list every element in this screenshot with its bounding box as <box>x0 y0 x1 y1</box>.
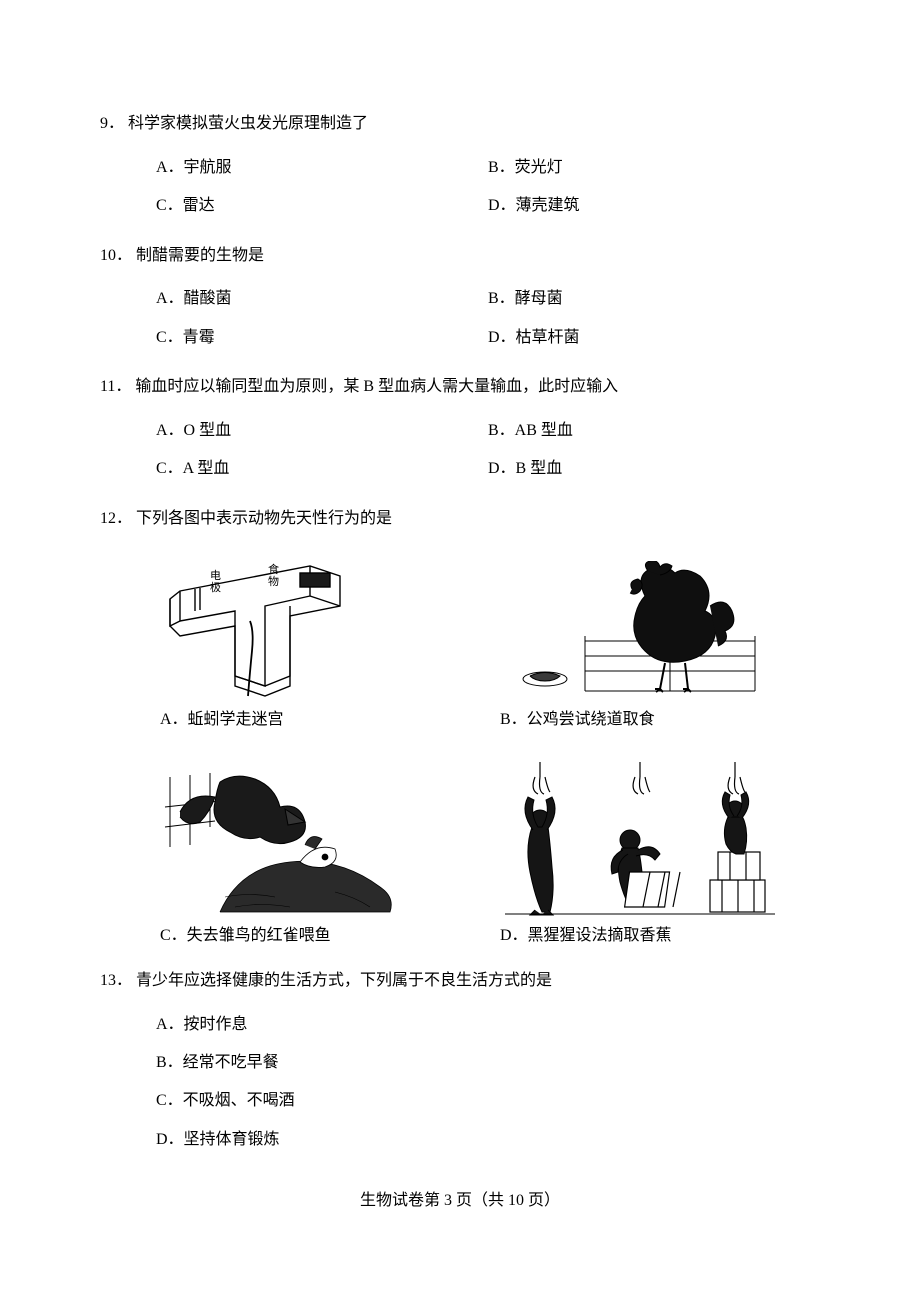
rooster-icon <box>500 561 760 701</box>
options: A．醋酸菌 B．酵母菌 C．青霉 D．枯草杆菌 <box>100 280 820 357</box>
question-9: 9． 科学家模拟萤火虫发光原理制造了 A．宇航服 B．荧光灯 C．雷达 D．薄壳… <box>100 110 820 226</box>
option-a-label: A．蚯蚓学走迷宫 <box>140 707 480 733</box>
maze-image: 电 极 食 物 <box>140 546 480 701</box>
option-c-label: C．失去雏鸟的红雀喂鱼 <box>140 923 480 949</box>
question-stem: 10． 制醋需要的生物是 <box>100 242 820 271</box>
option-c: C．青霉 <box>156 319 488 357</box>
question-number: 13． <box>100 972 132 989</box>
option-b: B．酵母菌 <box>488 280 820 318</box>
option-d: D．坚持体育锻炼 <box>156 1121 820 1159</box>
question-stem: 9． 科学家模拟萤火虫发光原理制造了 <box>100 110 820 139</box>
chimp-icon <box>500 762 780 917</box>
question-13: 13． 青少年应选择健康的生活方式，下列属于不良生活方式的是 A．按时作息 B．… <box>100 967 820 1159</box>
option-a: A．宇航服 <box>156 149 488 187</box>
option-b: B．AB 型血 <box>488 412 820 450</box>
option-d-label: D．黑猩猩设法摘取香蕉 <box>480 923 820 949</box>
option-d: D．薄壳建筑 <box>488 187 820 225</box>
option-b: B．荧光灯 <box>488 149 820 187</box>
question-10: 10． 制醋需要的生物是 A．醋酸菌 B．酵母菌 C．青霉 D．枯草杆菌 <box>100 242 820 358</box>
option-a-cell: 电 极 食 物 A．蚯蚓学走迷宫 <box>140 546 480 733</box>
option-c: C．雷达 <box>156 187 488 225</box>
option-b-cell: B．公鸡尝试绕道取食 <box>480 546 820 733</box>
option-d-cell: D．黑猩猩设法摘取香蕉 <box>480 762 820 949</box>
option-a: A．O 型血 <box>156 412 488 450</box>
maze-label-l2: 极 <box>210 580 221 594</box>
question-11: 11． 输血时应以输同型血为原则，某 B 型血病人需大量输血，此时应输入 A．O… <box>100 373 820 489</box>
question-stem: 11． 输血时应以输同型血为原则，某 B 型血病人需大量输血，此时应输入 <box>100 373 820 402</box>
options: A．按时作息 B．经常不吃早餐 C．不吸烟、不喝酒 D．坚持体育锻炼 <box>100 1006 820 1160</box>
question-number: 10． <box>100 247 132 264</box>
question-text: 下列各图中表示动物先天性行为的是 <box>136 510 392 527</box>
options: A．O 型血 B．AB 型血 C．A 型血 D．B 型血 <box>100 412 820 489</box>
option-b-label: B．公鸡尝试绕道取食 <box>480 707 820 733</box>
question-text: 输血时应以输同型血为原则，某 B 型血病人需大量输血，此时应输入 <box>135 378 618 395</box>
option-b: B．经常不吃早餐 <box>156 1044 820 1082</box>
question-text: 制醋需要的生物是 <box>136 247 264 264</box>
option-a: A．醋酸菌 <box>156 280 488 318</box>
question-text: 青少年应选择健康的生活方式，下列属于不良生活方式的是 <box>136 972 552 989</box>
maze-label-r1: 食 <box>268 562 279 576</box>
option-a: A．按时作息 <box>156 1006 820 1044</box>
bird-fish-image <box>140 762 480 917</box>
image-row-1: 电 极 食 物 A．蚯蚓学走迷宫 <box>140 546 820 733</box>
option-c: C．A 型血 <box>156 450 488 488</box>
question-12: 12． 下列各图中表示动物先天性行为的是 <box>100 505 820 949</box>
chimp-image <box>480 762 820 917</box>
question-text: 科学家模拟萤火虫发光原理制造了 <box>128 115 368 132</box>
option-c: C．不吸烟、不喝酒 <box>156 1082 820 1120</box>
maze-icon: 电 极 食 物 <box>160 551 360 701</box>
image-options: 电 极 食 物 A．蚯蚓学走迷宫 <box>100 546 820 949</box>
option-d: D．枯草杆菌 <box>488 319 820 357</box>
question-number: 11． <box>100 378 131 395</box>
question-stem: 13． 青少年应选择健康的生活方式，下列属于不良生活方式的是 <box>100 967 820 996</box>
image-row-2: C．失去雏鸟的红雀喂鱼 <box>140 762 820 949</box>
bird-fish-icon <box>160 767 400 917</box>
question-stem: 12． 下列各图中表示动物先天性行为的是 <box>100 505 820 534</box>
page-footer: 生物试卷第 3 页（共 10 页） <box>0 1186 920 1210</box>
maze-label-l1: 电 <box>210 569 221 582</box>
question-number: 12． <box>100 510 132 527</box>
options: A．宇航服 B．荧光灯 C．雷达 D．薄壳建筑 <box>100 149 820 226</box>
option-c-cell: C．失去雏鸟的红雀喂鱼 <box>140 762 480 949</box>
question-number: 9． <box>100 115 124 132</box>
rooster-image <box>480 546 820 701</box>
maze-label-r2: 物 <box>268 574 279 588</box>
option-d: D．B 型血 <box>488 450 820 488</box>
